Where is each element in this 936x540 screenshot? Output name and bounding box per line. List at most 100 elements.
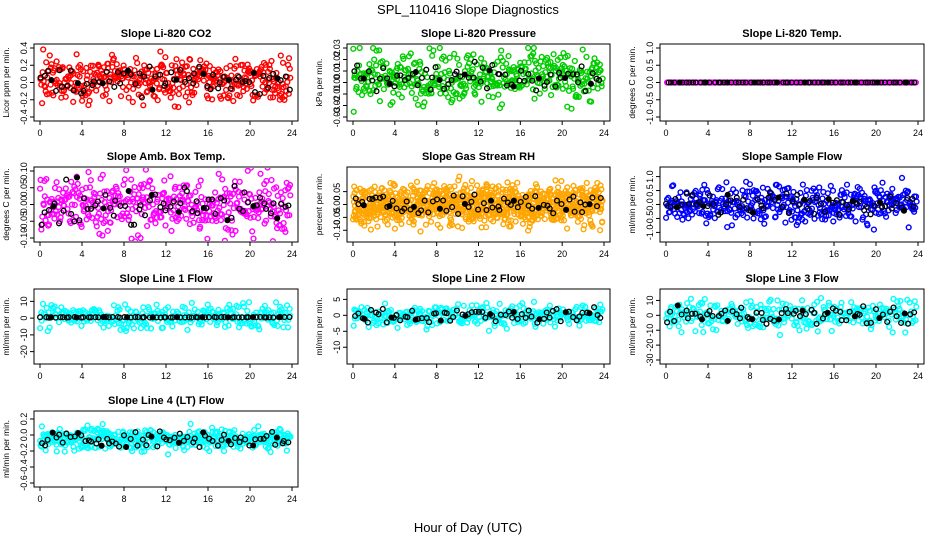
data-point bbox=[484, 304, 491, 311]
reference-point bbox=[843, 317, 850, 324]
reference-point bbox=[282, 203, 289, 210]
data-point bbox=[131, 184, 138, 191]
reference-point bbox=[196, 63, 203, 70]
data-point bbox=[886, 323, 893, 331]
data-point bbox=[665, 194, 672, 202]
data-point bbox=[191, 89, 198, 96]
reference-point bbox=[813, 320, 820, 327]
data-point bbox=[255, 215, 262, 222]
x-tick-label: 16 bbox=[515, 249, 525, 259]
reference-point bbox=[393, 205, 400, 212]
reference-point bbox=[811, 309, 818, 316]
reference-point bbox=[194, 210, 201, 217]
data-point bbox=[377, 213, 384, 221]
reference-point bbox=[404, 314, 411, 321]
data-point bbox=[43, 176, 50, 183]
reference-point bbox=[911, 79, 918, 86]
data-point bbox=[121, 176, 128, 183]
data-point bbox=[408, 89, 416, 97]
data-point bbox=[140, 102, 147, 109]
data-point bbox=[350, 45, 357, 52]
data-point bbox=[840, 190, 847, 197]
data-point bbox=[786, 303, 794, 310]
x-tick-label: 20 bbox=[871, 128, 881, 138]
data-point bbox=[74, 180, 81, 188]
reference-point bbox=[804, 205, 811, 212]
reference-point bbox=[738, 304, 745, 311]
data-point bbox=[93, 87, 100, 94]
reference-point bbox=[56, 431, 63, 438]
reference-point bbox=[380, 193, 387, 200]
reference-point bbox=[910, 203, 917, 210]
reference-point bbox=[242, 77, 249, 85]
reference-point bbox=[128, 221, 135, 228]
reference-point bbox=[550, 210, 557, 217]
data-point bbox=[143, 321, 150, 328]
x-tick-label: 0 bbox=[37, 249, 42, 259]
data-point bbox=[257, 170, 264, 177]
data-point bbox=[713, 326, 720, 334]
y-tick-label: -0.4 bbox=[19, 109, 29, 125]
data-point bbox=[581, 222, 588, 229]
reference-point bbox=[888, 205, 895, 212]
reference-point bbox=[90, 78, 97, 85]
reference-point bbox=[200, 70, 207, 77]
data-point bbox=[240, 300, 247, 307]
data-point bbox=[126, 213, 133, 220]
data-point bbox=[53, 179, 60, 186]
reference-point bbox=[383, 319, 390, 326]
x-tick-label: 0 bbox=[663, 371, 668, 381]
data-point bbox=[247, 168, 254, 171]
data-point bbox=[498, 47, 505, 54]
x-tick-label: 24 bbox=[599, 249, 609, 259]
reference-point bbox=[277, 314, 284, 321]
reference-point bbox=[170, 198, 177, 205]
reference-point bbox=[239, 78, 246, 86]
reference-point bbox=[360, 202, 367, 209]
data-point bbox=[776, 331, 784, 339]
y-tick-label: 0.00 bbox=[332, 74, 342, 92]
reference-point bbox=[849, 198, 856, 205]
data-point bbox=[505, 52, 512, 60]
y-tick-label: 0.03 bbox=[332, 39, 342, 57]
data-point bbox=[158, 214, 165, 221]
reference-point bbox=[235, 73, 242, 81]
chart-title: Slope Line 3 Flow bbox=[746, 273, 839, 285]
reference-point bbox=[722, 307, 729, 314]
data-point bbox=[218, 426, 225, 433]
data-point bbox=[794, 207, 801, 214]
chart-title: Slope Line 4 (LT) Flow bbox=[108, 395, 224, 407]
data-point bbox=[78, 223, 85, 231]
data-point bbox=[200, 77, 207, 84]
data-point bbox=[436, 45, 443, 52]
x-tick-label: 8 bbox=[434, 128, 439, 138]
data-point bbox=[429, 52, 436, 59]
reference-point bbox=[418, 74, 425, 81]
data-point bbox=[817, 295, 825, 302]
data-point bbox=[592, 318, 600, 325]
reference-point bbox=[893, 313, 900, 320]
reference-point bbox=[736, 315, 744, 322]
reference-point bbox=[412, 69, 419, 76]
reference-point bbox=[423, 66, 430, 73]
reference-point bbox=[775, 194, 782, 201]
reference-point bbox=[65, 314, 72, 321]
reference-point bbox=[794, 191, 801, 198]
x-tick-label: 8 bbox=[747, 249, 752, 259]
data-point bbox=[72, 186, 79, 193]
x-tick-label: 16 bbox=[203, 494, 213, 504]
data-point bbox=[913, 303, 920, 310]
data-point bbox=[355, 88, 362, 96]
data-point bbox=[173, 56, 180, 63]
y-axis-label: degrees C per min. bbox=[1, 168, 11, 240]
data-point bbox=[99, 421, 106, 428]
reference-point bbox=[683, 190, 690, 197]
data-point bbox=[131, 67, 138, 74]
x-tick-label: 20 bbox=[557, 371, 567, 381]
data-point bbox=[183, 63, 191, 70]
data-point bbox=[376, 98, 384, 105]
data-point bbox=[85, 445, 92, 452]
y-axis-label: ml/min per min. bbox=[627, 297, 637, 355]
